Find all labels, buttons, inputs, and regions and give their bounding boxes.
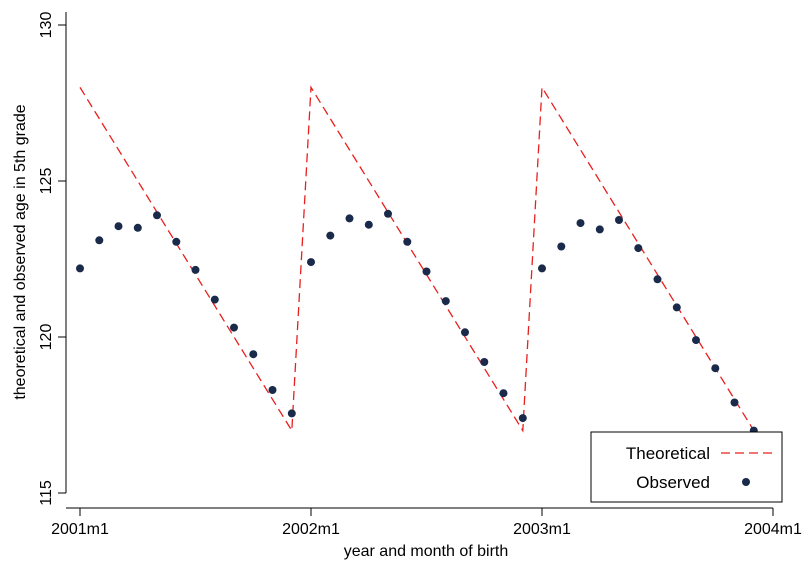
observed-point <box>576 219 585 228</box>
x-ticks: 2001m1 2002m1 2003m1 2004m1 <box>51 508 802 538</box>
observed-point <box>499 389 508 398</box>
observed-point <box>287 409 296 418</box>
x-tick-label: 2001m1 <box>51 521 109 538</box>
observed-point <box>615 216 623 224</box>
observed-point <box>191 265 200 274</box>
observed-point <box>403 237 412 246</box>
observed-point <box>384 209 392 218</box>
legend-box <box>590 431 783 503</box>
legend: Theoretical Observed <box>590 431 783 503</box>
x-axis-title: year and month of birth <box>344 543 509 560</box>
legend-swatch-observed <box>742 478 750 486</box>
observed-point <box>422 267 431 276</box>
legend-label-theoretical: Theoretical <box>626 444 710 463</box>
observed-point <box>172 237 181 246</box>
legend-label-observed: Observed <box>636 473 710 492</box>
observed-point <box>538 264 546 273</box>
observed-point <box>268 386 277 394</box>
observed-point <box>326 231 335 240</box>
observed-point <box>76 264 84 273</box>
observed-point <box>730 398 739 407</box>
x-tick-label: 2002m1 <box>282 521 340 538</box>
observed-point <box>210 295 219 304</box>
observed-point <box>249 350 258 359</box>
observed-point <box>653 275 662 284</box>
observed-point <box>595 225 604 234</box>
y-tick-label: 120 <box>38 324 55 351</box>
observed-point <box>518 414 527 423</box>
observed-point <box>480 358 489 366</box>
observed-point <box>95 236 104 245</box>
observed-point <box>692 336 700 345</box>
observed-point <box>114 222 123 231</box>
observed-point <box>441 297 450 306</box>
observed-point <box>364 220 373 229</box>
x-tick-label: 2004m1 <box>744 521 802 538</box>
observed-point <box>230 323 238 332</box>
y-tick-label: 125 <box>38 168 55 195</box>
y-tick-label: 115 <box>38 480 55 506</box>
observed-point <box>133 223 142 232</box>
series-theoretical-line <box>79 85 755 433</box>
axes: 115 120 125 130 2001m1 2002m1 2003m1 2004m1 th… <box>12 12 802 560</box>
y-tick-label: 130 <box>38 12 55 39</box>
x-tick-label: 2003m1 <box>513 521 571 538</box>
observed-point <box>345 214 354 223</box>
observed-point <box>557 242 566 251</box>
observed-point <box>634 244 643 253</box>
y-ticks: 115 120 125 130 <box>38 12 66 506</box>
observed-point <box>711 364 720 373</box>
observed-point <box>307 258 315 267</box>
y-axis-title: theoretical and observed age in 5th grad… <box>12 104 29 399</box>
plot-area <box>76 85 758 435</box>
observed-point <box>153 211 161 220</box>
observed-point <box>461 328 469 337</box>
observed-point <box>672 303 681 312</box>
